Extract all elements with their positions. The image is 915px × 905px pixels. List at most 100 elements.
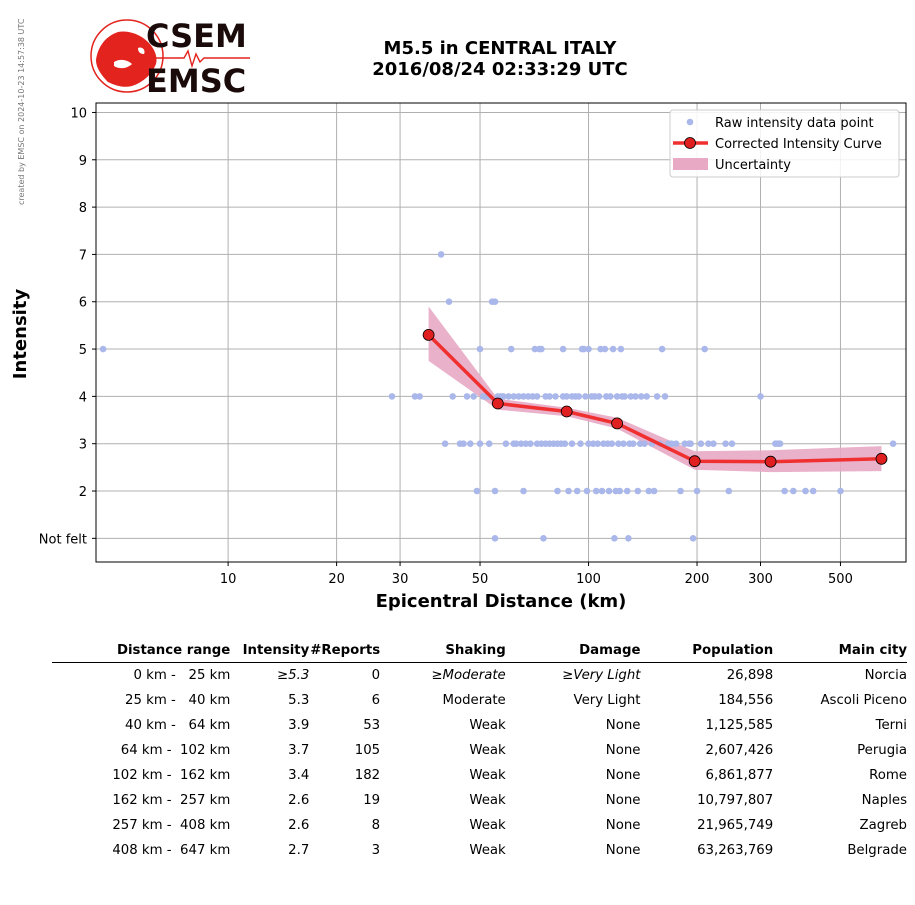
raw-data-point: [790, 487, 797, 495]
header-intensity: Intensity: [230, 640, 310, 663]
table-row: 102 km - 162 km 3.4 182 Weak None 6,861,877 Ro…: [52, 763, 907, 788]
raw-data-point: [687, 440, 694, 448]
raw-data-point: [757, 393, 764, 400]
raw-data-point: [515, 393, 522, 400]
logo-globe-ring: [90, 19, 164, 93]
table-row: 40 km - 64 km 3.9 53 Weak None 1,125,585 Terni: [52, 713, 907, 738]
cell-damage: ≥Very Light: [562, 668, 641, 683]
raw-points-layer: [99, 251, 897, 542]
raw-data-point: [613, 393, 621, 400]
header-distance-range: Distance range: [52, 640, 231, 663]
x-tick-label: 30: [392, 572, 409, 587]
cell-intensity: 2.7: [288, 843, 310, 858]
raw-data-point: [505, 393, 512, 400]
y-tick-label: 3: [79, 438, 87, 453]
raw-data-point: [889, 440, 897, 448]
y-tick-label: 7: [79, 248, 87, 263]
cell-distance-range: 408 km - 647 km: [112, 843, 231, 858]
raw-data-point: [449, 393, 457, 400]
x-tick-label: 200: [685, 572, 710, 587]
curve-point: [611, 417, 623, 430]
raw-data-point: [416, 393, 424, 400]
raw-data-point: [697, 440, 705, 448]
y-tick-label: 5: [79, 343, 87, 358]
intensity-summary-table: Distance range Intensity #Reports Shakin…: [52, 640, 907, 863]
raw-data-point: [476, 345, 484, 353]
raw-data-point: [577, 440, 584, 448]
cell-distance-range: 0 km - 25 km: [133, 668, 231, 683]
x-tick-label: 50: [472, 572, 489, 587]
cell-reports: 3: [371, 843, 381, 858]
table-row: 64 km - 102 km 3.7 105 Weak None 2,607,426 Per…: [52, 738, 907, 763]
y-tick-label: 4: [79, 390, 87, 405]
raw-data-point: [710, 440, 717, 448]
raw-data-point: [621, 393, 628, 400]
cell-population: 184,556: [718, 693, 774, 708]
cell-shaking: Weak: [469, 743, 506, 758]
table-row: 162 km - 257 km 2.6 19 Weak None 10,797,807 Na…: [52, 788, 907, 813]
raw-data-point: [559, 345, 567, 353]
legend-box: [669, 109, 900, 178]
raw-data-point: [520, 393, 527, 400]
raw-data-point: [445, 298, 453, 306]
logo-seismogram-line: [150, 49, 250, 69]
raw-data-point: [809, 487, 817, 495]
tick-labels-layer: 10 20 30 50 100 200 300 500 Not felt 2 3 4 5 6 7 8 9 10: [39, 106, 853, 587]
cell-population: 21,965,749: [697, 818, 774, 833]
cell-intensity: 2.6: [288, 818, 310, 833]
y-tick-label: 2: [79, 485, 87, 500]
csem-emsc-logo: CSEM EMSC: [90, 18, 250, 98]
raw-data-point: [592, 487, 600, 495]
raw-data-point: [546, 393, 553, 400]
cell-reports: 182: [354, 768, 381, 783]
x-tick-label: 10: [220, 572, 237, 587]
cell-population: 2,607,426: [705, 743, 774, 758]
curve-point: [422, 328, 435, 341]
cell-distance-range: 102 km - 162 km: [112, 768, 231, 783]
cell-intensity: 2.6: [288, 793, 310, 808]
raw-data-point: [661, 393, 669, 400]
raw-data-point: [491, 535, 499, 542]
y-tick-label: 8: [79, 201, 87, 216]
intensity-chart: 10 20 30 50 100 200 300 500 Not felt 2 3 4 5 6 7 8 9 10 E…: [10, 102, 907, 612]
table-row: 0 km - 25 km ≥5.3 0 ≥Moderate ≥Very Light 26,…: [52, 663, 907, 689]
raw-data-point: [617, 345, 625, 353]
cell-shaking: Weak: [469, 768, 506, 783]
curve-point: [764, 455, 777, 468]
cell-intensity: 3.7: [288, 743, 310, 758]
raw-data-point: [634, 487, 642, 495]
cell-shaking: Weak: [469, 718, 506, 733]
raw-data-point: [701, 345, 708, 353]
cell-main-city: Belgrade: [847, 843, 907, 858]
cell-main-city: Terni: [875, 718, 907, 733]
curve-point: [491, 397, 504, 410]
cell-reports: 105: [354, 743, 381, 758]
y-tick-label: 6: [79, 296, 87, 311]
raw-data-point: [627, 393, 635, 400]
cell-distance-range: 162 km - 257 km: [112, 793, 231, 808]
cell-reports: 0: [371, 668, 381, 683]
logo-globe-water: [114, 47, 145, 69]
raw-data-point: [629, 440, 637, 448]
raw-data-point: [527, 440, 534, 448]
x-tick-label: 100: [576, 572, 601, 587]
cell-shaking: Moderate: [442, 693, 506, 708]
raw-data-point: [510, 393, 517, 400]
chart-title: M5.5 in CENTRAL ITALY 2016/08/24 02:33:2…: [300, 38, 700, 80]
raw-data-point: [388, 393, 396, 400]
legend-curve-marker: [684, 137, 696, 149]
cell-damage: None: [605, 793, 641, 808]
raw-data-point: [693, 487, 701, 495]
cell-main-city: Perugia: [857, 743, 907, 758]
cell-damage: None: [605, 743, 641, 758]
cell-distance-range: 64 km - 102 km: [120, 743, 231, 758]
table-header-row: Distance range Intensity #Reports Shakin…: [52, 640, 907, 663]
raw-data-point: [598, 487, 606, 495]
y-tick-label: 10: [70, 106, 87, 121]
cell-shaking: Weak: [469, 793, 506, 808]
cell-reports: 19: [363, 793, 381, 808]
y-axis-label: Intensity: [10, 289, 31, 380]
raw-data-point: [502, 440, 510, 448]
raw-data-point: [645, 487, 653, 495]
raw-data-point: [441, 440, 449, 448]
